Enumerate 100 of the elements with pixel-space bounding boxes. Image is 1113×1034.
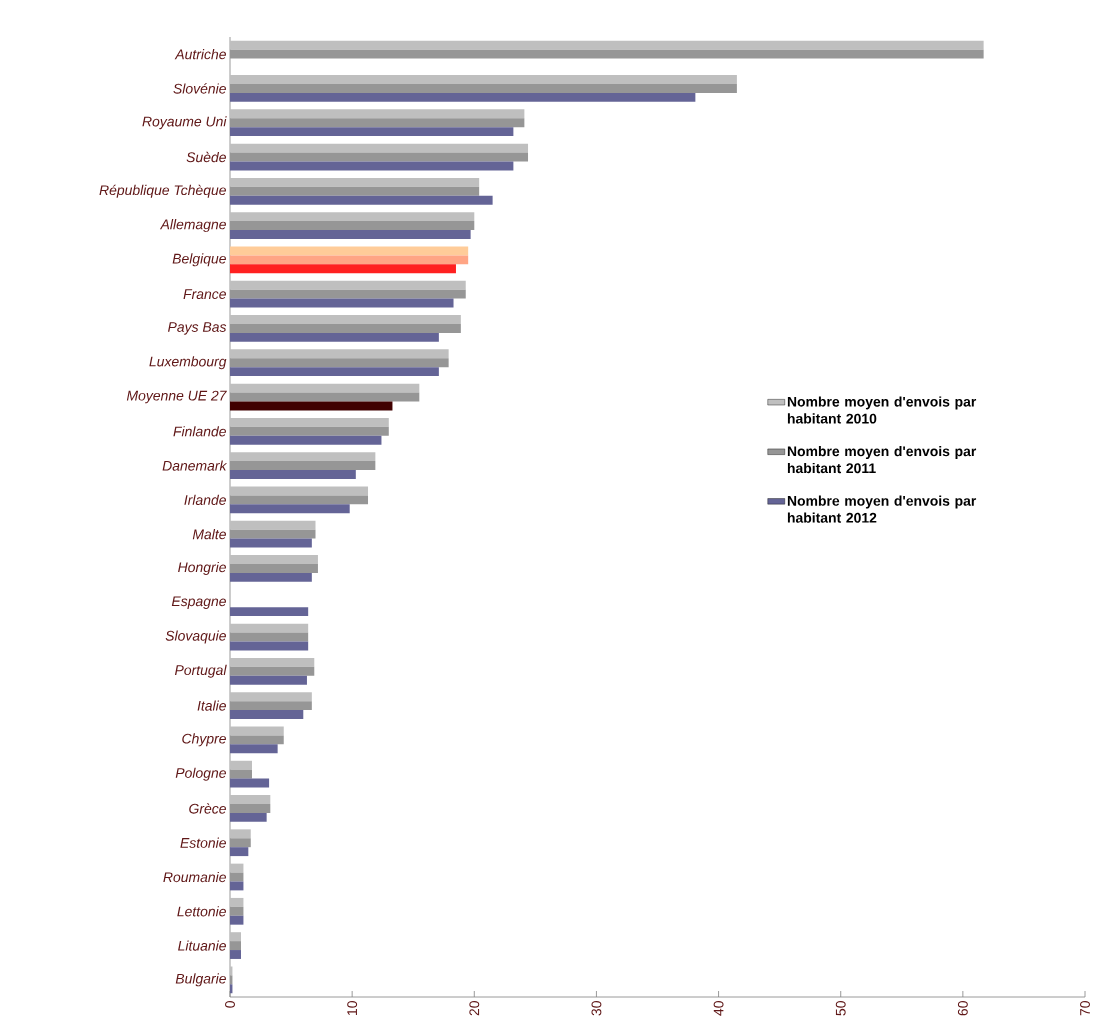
bar — [230, 915, 244, 925]
bar — [230, 803, 271, 813]
bar — [230, 666, 315, 676]
x-tick-label: 40 — [713, 1001, 724, 1016]
x-tick-label: 0 — [225, 1001, 235, 1008]
bar — [230, 349, 449, 359]
bar — [230, 461, 376, 471]
bar — [230, 769, 252, 779]
bar — [230, 795, 271, 804]
bar — [230, 863, 244, 873]
bar — [230, 92, 696, 102]
y-tick-label: Slovénie — [173, 83, 226, 94]
bar — [230, 641, 309, 651]
y-tick-label: Pologne — [175, 767, 226, 781]
bar — [230, 538, 312, 548]
bar — [230, 829, 251, 839]
bar — [230, 383, 420, 393]
bar — [230, 607, 309, 617]
y-tick-label: Grèce — [189, 803, 226, 814]
bar — [230, 623, 309, 633]
y-tick-label: Estonie — [180, 837, 226, 848]
y-tick-label: Belgique — [172, 253, 226, 267]
bar — [230, 161, 514, 171]
bar — [230, 264, 456, 274]
y-tick-label: Suède — [186, 151, 226, 163]
bar — [230, 529, 316, 539]
x-tick-label: 70 — [1080, 1001, 1090, 1016]
y-tick-label: Italie — [197, 700, 226, 711]
bar — [230, 109, 525, 119]
y-tick-label: Chypre — [182, 733, 226, 747]
bar — [230, 701, 312, 711]
y-tick-label: Finlande — [173, 426, 226, 437]
bar — [230, 118, 525, 128]
x-tick-label: 30 — [591, 1001, 602, 1016]
bar — [230, 435, 382, 445]
bar — [230, 195, 493, 205]
bar — [230, 177, 480, 187]
bar — [230, 563, 318, 573]
bar — [230, 280, 466, 290]
bar — [230, 401, 393, 411]
y-tick-label: Portugal — [174, 664, 227, 678]
bar — [230, 289, 466, 299]
bar — [230, 127, 514, 137]
x-tick-label: 50 — [835, 1001, 846, 1016]
y-tick-label: Lituanie — [178, 940, 226, 951]
bar — [230, 367, 439, 377]
bar — [230, 675, 307, 685]
y-tick-label: Luxembourg — [149, 356, 227, 370]
bar — [230, 392, 420, 402]
bar — [230, 152, 529, 162]
bar — [230, 735, 284, 745]
bar — [230, 906, 244, 916]
x-tick-label: 60 — [957, 1001, 968, 1016]
bar — [230, 881, 244, 891]
bar — [230, 726, 284, 736]
bar — [230, 778, 270, 788]
bar — [230, 212, 475, 222]
y-tick-label: Pays Bas — [167, 322, 227, 335]
bar — [230, 49, 984, 59]
bar — [230, 221, 475, 231]
bar — [230, 358, 449, 368]
bar — [230, 520, 316, 530]
bar — [230, 426, 389, 436]
bar — [230, 572, 312, 582]
y-tick-label: Slovaquie — [165, 630, 226, 644]
y-tick-label: Danemark — [162, 460, 228, 471]
bar — [230, 452, 376, 462]
bar — [230, 246, 469, 256]
x-tick-label: 10 — [347, 1001, 358, 1015]
bar — [230, 143, 529, 153]
bar — [230, 897, 244, 907]
y-tick-label: Irlande — [184, 494, 226, 505]
y-tick-label: Autriche — [174, 49, 226, 60]
y-tick-label: Roumanie — [163, 871, 226, 883]
y-tick-label: France — [183, 289, 226, 300]
bar — [230, 230, 471, 239]
bar — [230, 486, 369, 496]
bar — [230, 932, 241, 942]
legend-label: Nombre moyen d'envois par habitant 2012 — [787, 495, 977, 523]
bar — [230, 332, 439, 342]
bar — [230, 323, 461, 333]
bar — [230, 555, 318, 564]
y-tick-label: Espagne — [171, 596, 226, 609]
y-tick-label: Hongrie — [178, 561, 226, 575]
bar — [230, 657, 315, 667]
bar — [230, 504, 350, 514]
bar — [230, 75, 737, 84]
bar — [230, 495, 369, 505]
bar — [230, 838, 251, 848]
legend-label: Nombre moyen d'envois par habitant 2010 — [787, 396, 977, 424]
y-tick-label: Bulgarie — [175, 973, 226, 987]
y-tick-label: Moyenne UE 27 — [126, 390, 227, 404]
y-tick-label: Royaume Uni — [142, 116, 227, 130]
y-tick-label: Malte — [192, 529, 226, 540]
bar — [230, 941, 241, 951]
bar — [230, 812, 267, 822]
bar — [230, 83, 737, 93]
bar — [230, 692, 312, 702]
bar — [230, 744, 278, 754]
bar — [230, 315, 461, 324]
